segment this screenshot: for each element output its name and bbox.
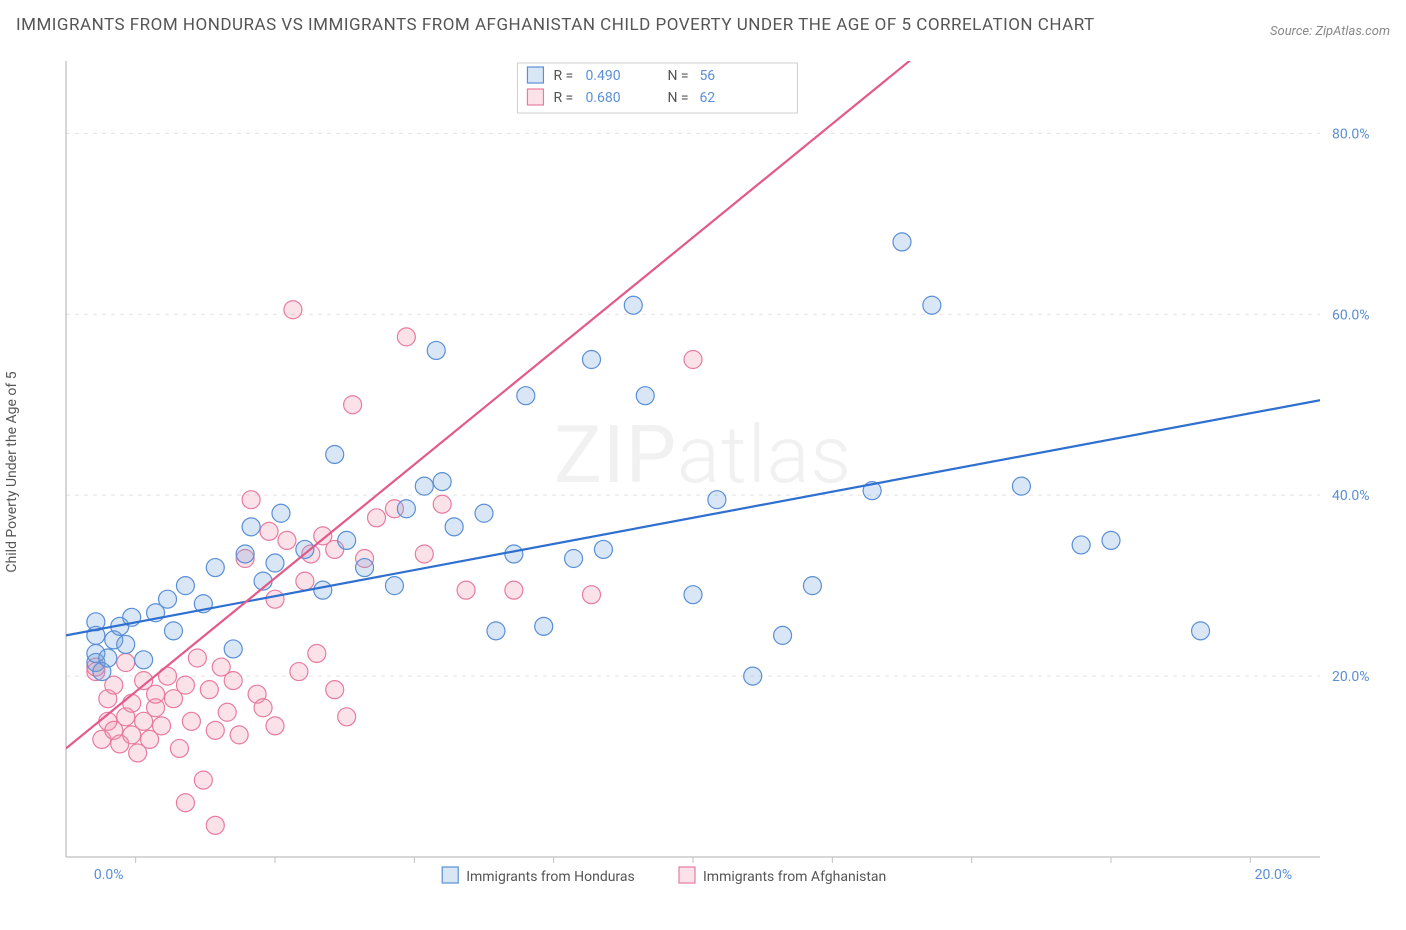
y-axis-label: Child Poverty Under the Age of 5 (4, 372, 20, 573)
source-name: ZipAtlas.com (1315, 24, 1390, 39)
source-attribution: Source: ZipAtlas.com (1270, 24, 1390, 39)
svg-text:Immigrants from Afghanistan: Immigrants from Afghanistan (703, 869, 886, 885)
svg-text:0.0%: 0.0% (94, 867, 124, 883)
svg-text:R =: R = (553, 68, 573, 84)
svg-text:62: 62 (699, 90, 715, 106)
svg-text:20.0%: 20.0% (1332, 669, 1370, 685)
scatter-chart: 20.0% 40.0% 60.0% 80.0% 0.0% 20.0% R = 0.490 N =… (16, 47, 1390, 897)
svg-text:R =: R = (553, 90, 573, 106)
chart-container: Child Poverty Under the Age of 5 ZIPatla… (16, 47, 1390, 897)
svg-text:0.490: 0.490 (585, 68, 620, 84)
svg-text:Immigrants from Honduras: Immigrants from Honduras (466, 869, 635, 885)
chart-title: IMMIGRANTS FROM HONDURAS VS IMMIGRANTS F… (16, 12, 1095, 39)
svg-text:40.0%: 40.0% (1332, 488, 1370, 504)
source-label: Source: (1270, 24, 1312, 39)
svg-text:20.0%: 20.0% (1255, 867, 1293, 883)
svg-text:56: 56 (699, 68, 715, 84)
svg-text:0.680: 0.680 (585, 90, 620, 106)
svg-text:60.0%: 60.0% (1332, 307, 1370, 323)
svg-text:80.0%: 80.0% (1332, 127, 1370, 143)
header-row: IMMIGRANTS FROM HONDURAS VS IMMIGRANTS F… (16, 12, 1390, 39)
svg-text:N =: N = (667, 68, 688, 84)
svg-text:N =: N = (667, 90, 688, 106)
